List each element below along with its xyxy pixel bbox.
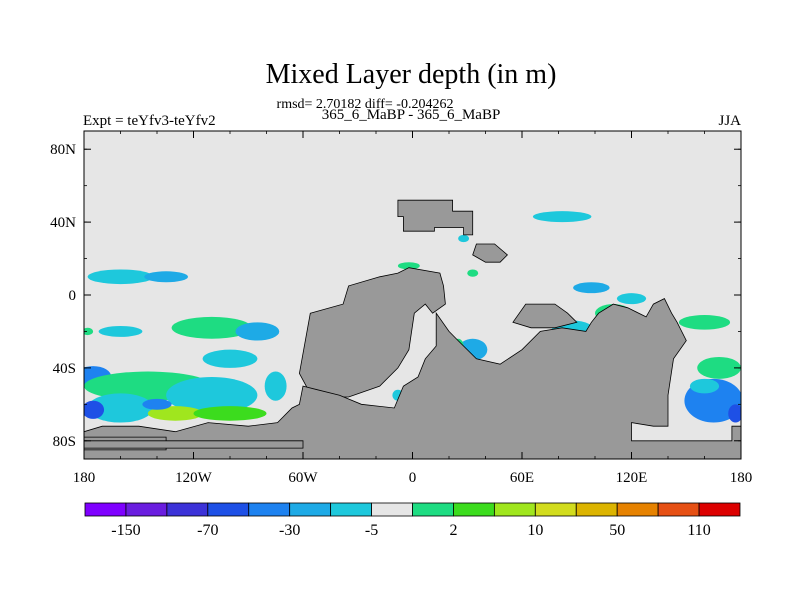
season-label: JJA: [718, 113, 741, 129]
x-tick-label-2: 60W: [288, 470, 318, 486]
colorbar-label-0: -150: [111, 522, 140, 539]
anomaly-patch-12: [84, 400, 105, 419]
colorbar-box-11: [534, 502, 577, 517]
anomaly-patch-13: [142, 398, 172, 410]
land-polygon-1: [298, 267, 446, 398]
colorbar-box-1: [125, 502, 168, 517]
land-polygon-2: [84, 298, 741, 459]
anomaly-patch-29: [616, 293, 647, 305]
chart-title: Mixed Layer depth (in m): [266, 59, 557, 90]
colorbar-label-4: 2: [449, 522, 457, 539]
anomaly-patch-11: [193, 406, 267, 421]
x-tick-label-1: 120W: [175, 470, 213, 486]
colorbar-label-1: -70: [197, 522, 218, 539]
colorbar-box-15: [698, 502, 741, 517]
land-mask: [84, 199, 741, 459]
y-tick-label-2: 0: [69, 288, 77, 304]
anomaly-patch-31: [697, 356, 741, 379]
anomaly-patch-28: [573, 282, 610, 294]
colorbar-box-4: [248, 502, 291, 517]
anomaly-patch-0: [87, 269, 154, 285]
y-tick-label-4: 80S: [53, 434, 76, 450]
anomaly-patch-14: [264, 371, 287, 401]
colorbar-label-5: 10: [527, 522, 543, 539]
land-polygon-4: [84, 440, 304, 449]
land-polygon-0: [397, 199, 474, 236]
colorbar-box-9: [453, 502, 495, 517]
colorbar-box-3: [207, 502, 250, 517]
anomaly-patch-30: [678, 315, 731, 330]
colorbar-box-5: [289, 502, 332, 517]
y-tick-label-0: 80N: [50, 142, 76, 158]
y-tick-label-3: 40S: [53, 361, 76, 377]
x-tick-label-0: 180: [73, 470, 96, 486]
anomaly-patch-9: [87, 393, 154, 423]
colorbar: -150 -70 -30 -5 2 10 50 110: [84, 502, 741, 539]
anomaly-patch-35: [84, 327, 94, 336]
anomaly-patch-2: [171, 316, 252, 339]
x-tick-label-4: 60E: [510, 470, 534, 486]
colorbar-label-6: 50: [609, 522, 625, 539]
colorbar-box-0: [84, 502, 127, 517]
colorbar-box-14: [657, 502, 700, 517]
y-tick-label-1: 40N: [50, 215, 76, 231]
stats-line: rmsd= 2.70182 diff= -0.204262: [277, 97, 454, 112]
anomaly-patch-21: [467, 269, 479, 277]
colorbar-box-10: [493, 502, 536, 517]
colorbar-box-13: [616, 502, 659, 517]
colorbar-box-6: [330, 502, 372, 517]
anomaly-patch-34: [728, 404, 741, 423]
anomaly-patch-3: [235, 322, 280, 341]
colorbar-box-12: [575, 502, 618, 517]
y-axis: 80N 40N 0 40S 80S: [50, 142, 741, 450]
x-tick-label-3: 0: [409, 470, 417, 486]
land-polygon-6: [512, 303, 578, 329]
colorbar-label-7: 110: [687, 522, 710, 539]
anomaly-patch-8: [166, 377, 258, 414]
colorbar-box-8: [412, 502, 454, 517]
anomaly-patch-1: [144, 271, 189, 283]
anomaly-patch-33: [689, 378, 720, 394]
anomaly-patch-19: [458, 234, 470, 243]
colorbar-box-2: [166, 502, 209, 517]
land-polygon-5: [472, 243, 508, 263]
anomaly-patch-5: [98, 325, 143, 337]
colorbar-label-3: -5: [365, 522, 378, 539]
anomaly-patch-4: [202, 349, 258, 368]
anomaly-patch-10: [147, 406, 203, 421]
colorbar-box-7: [371, 502, 413, 517]
x-tick-label-5: 120E: [616, 470, 648, 486]
x-axis: 180 120W 60W 0 60E 120E 180: [73, 131, 753, 486]
anomaly-patch-18: [532, 211, 592, 223]
map-plot-area: [83, 130, 742, 460]
colorbar-label-2: -30: [279, 522, 300, 539]
x-tick-label-6: 180: [730, 470, 753, 486]
experiment-label: Expt = teYfv3-teYfv2: [83, 113, 216, 129]
period-label: 365_6_MaBP - 365_6_MaBP: [322, 107, 501, 123]
anomaly-patch-20: [397, 262, 420, 270]
